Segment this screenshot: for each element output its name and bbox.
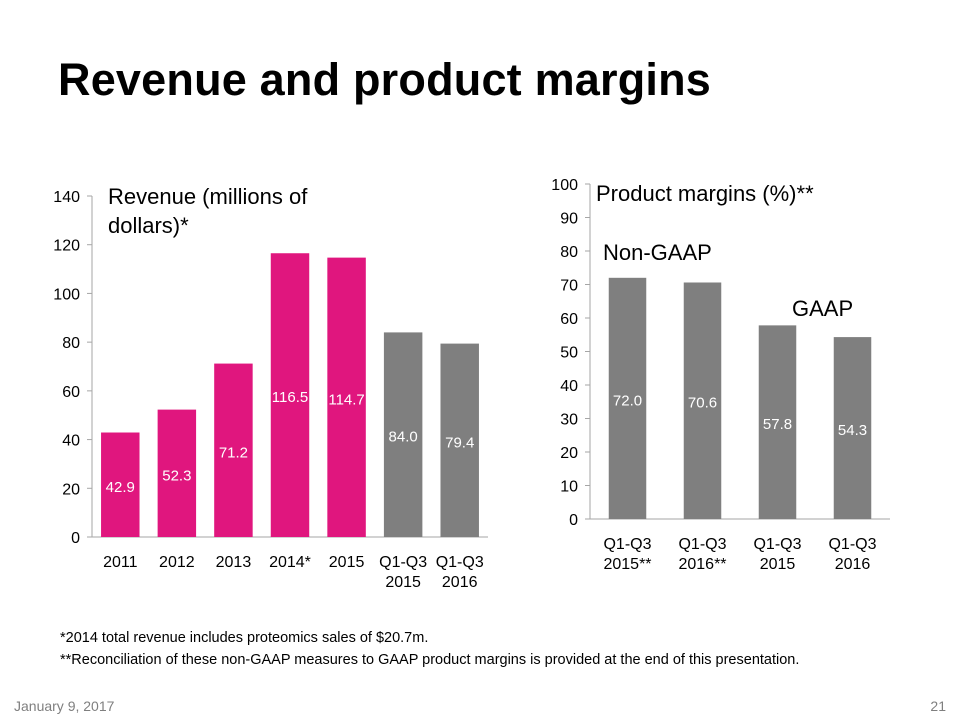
revenue-y-tick-label: 0 bbox=[71, 530, 80, 547]
margins-y-tick-label: 80 bbox=[560, 244, 578, 261]
revenue-data-label: 52.3 bbox=[162, 467, 191, 484]
revenue-category-label: Q1-Q3 bbox=[436, 554, 484, 571]
revenue-bar bbox=[270, 253, 310, 537]
revenue-category-label: 2015 bbox=[385, 574, 421, 591]
footnotes: *2014 total revenue includes proteomics … bbox=[60, 627, 799, 671]
revenue-data-label: 42.9 bbox=[106, 479, 135, 496]
revenue-y-tick-label: 20 bbox=[62, 481, 80, 498]
revenue-bar bbox=[214, 363, 253, 537]
margins-category-label: 2016 bbox=[835, 556, 871, 573]
margins-y-tick-label: 100 bbox=[551, 177, 578, 194]
revenue-category-label: 2011 bbox=[103, 554, 138, 571]
revenue-data-label: 84.0 bbox=[389, 429, 418, 446]
revenue-y-tick-label: 40 bbox=[62, 433, 80, 450]
revenue-bar bbox=[440, 343, 479, 537]
margins-category-label: 2015** bbox=[603, 556, 651, 573]
margins-title: Product margins (%)** bbox=[596, 181, 814, 206]
margins-y-tick-label: 90 bbox=[560, 211, 578, 228]
footer-date: January 9, 2017 bbox=[14, 698, 115, 714]
margins-category-label: 2016** bbox=[678, 556, 726, 573]
revenue-bar bbox=[101, 432, 140, 537]
margins-data-label: 54.3 bbox=[838, 422, 867, 439]
revenue-bar bbox=[157, 409, 197, 537]
revenue-data-label: 116.5 bbox=[272, 389, 308, 406]
margins-category-label: 2015 bbox=[760, 556, 796, 573]
revenue-bar bbox=[327, 257, 366, 537]
revenue-category-label: 2015 bbox=[329, 554, 365, 571]
revenue-bar bbox=[383, 332, 423, 537]
product-margins-chart: 0 10 20 30 40 50 60 70 80 90 100 72.0 Q1-Q3 2015** 70.… bbox=[551, 177, 890, 573]
revenue-y-tick-label: 120 bbox=[53, 238, 80, 255]
revenue-title: dollars)* bbox=[108, 213, 189, 238]
gaap-annotation: GAAP bbox=[792, 296, 853, 321]
revenue-y-tick-label: 140 bbox=[53, 189, 80, 206]
margins-category-label: Q1-Q3 bbox=[603, 536, 651, 553]
margins-bar bbox=[758, 325, 797, 519]
margins-data-label: 70.6 bbox=[688, 395, 717, 412]
page-number: 21 bbox=[930, 698, 946, 714]
margins-y-tick-label: 70 bbox=[560, 278, 578, 295]
margins-y-tick-label: 20 bbox=[560, 445, 578, 462]
non-gaap-annotation: Non-GAAP bbox=[603, 240, 712, 265]
revenue-category-label: 2016 bbox=[442, 574, 478, 591]
revenue-chart: 0 20 40 60 80 100 120 140 42.9 2011 52.3 2012 71.2 20… bbox=[53, 184, 488, 591]
margins-y-tick-label: 60 bbox=[560, 311, 578, 328]
revenue-data-label: 79.4 bbox=[445, 434, 474, 451]
margins-bar bbox=[833, 337, 872, 519]
margins-data-label: 72.0 bbox=[613, 392, 642, 409]
revenue-y-tick-label: 60 bbox=[62, 384, 80, 401]
margins-y-tick-label: 10 bbox=[560, 479, 578, 496]
revenue-y-tick-label: 100 bbox=[53, 286, 80, 303]
margins-data-label: 57.8 bbox=[763, 416, 792, 433]
footnote-reconciliation: **Reconciliation of these non-GAAP measu… bbox=[60, 652, 800, 668]
revenue-title: Revenue (millions of bbox=[108, 184, 308, 209]
margins-category-label: Q1-Q3 bbox=[753, 536, 801, 553]
revenue-y-tick-label: 80 bbox=[62, 335, 80, 352]
margins-y-tick-label: 0 bbox=[569, 512, 578, 529]
revenue-category-label: Q1-Q3 bbox=[379, 554, 427, 571]
margins-y-tick-label: 40 bbox=[560, 378, 578, 395]
revenue-category-label: 2013 bbox=[216, 554, 252, 571]
page-title: Revenue and product margins bbox=[58, 54, 712, 105]
margins-category-label: Q1-Q3 bbox=[828, 536, 876, 553]
revenue-category-label: 2012 bbox=[159, 554, 195, 571]
footnote-proteomics: *2014 total revenue includes proteomics … bbox=[60, 630, 429, 646]
margins-bar bbox=[608, 277, 647, 519]
margins-y-tick-label: 30 bbox=[560, 412, 578, 429]
margins-bar bbox=[683, 282, 722, 519]
revenue-data-label: 114.7 bbox=[328, 391, 364, 408]
margins-category-label: Q1-Q3 bbox=[678, 536, 726, 553]
revenue-data-label: 71.2 bbox=[219, 444, 248, 461]
margins-y-tick-label: 50 bbox=[560, 345, 578, 362]
revenue-category-label: 2014* bbox=[269, 554, 311, 571]
